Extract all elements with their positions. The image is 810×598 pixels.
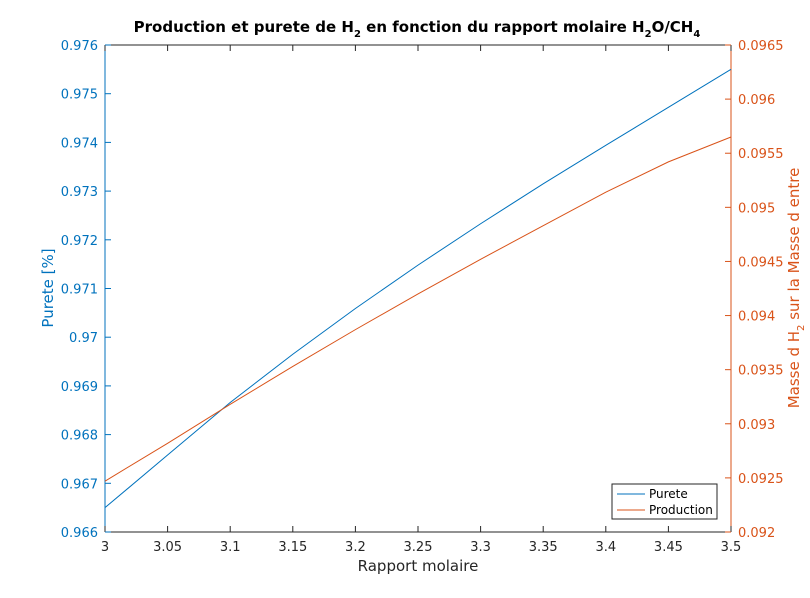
x-tick-label: 3.05 — [153, 540, 182, 555]
y-right-tick-label: 0.0955 — [738, 147, 784, 162]
y-left-tick-label: 0.975 — [61, 88, 98, 103]
x-tick-label: 3.5 — [721, 540, 742, 555]
y-left-tick-label: 0.976 — [61, 39, 98, 54]
x-tick-label: 3.1 — [220, 540, 241, 555]
y-right-tick-label: 0.0935 — [738, 364, 784, 379]
y-left-tick-label: 0.969 — [61, 380, 98, 395]
chart-title: Production et purete de H2 en fonction d… — [134, 18, 701, 40]
x-tick-label: 3 — [101, 540, 109, 555]
y-left-tick-label: 0.972 — [61, 234, 98, 249]
y-left-tick-label: 0.967 — [61, 477, 98, 492]
y-left-ticks: 0.966 0.967 0.968 0.969 0.97 0.971 0.972 0.973 0… — [61, 39, 111, 541]
y-right-tick-label: 0.096 — [738, 93, 775, 108]
y-left-tick-label: 0.966 — [61, 526, 98, 541]
x-ticks: 3 3.05 3.1 3.15 3.2 3.25 3.3 3.35 3.4 3.45 3.5 — [101, 45, 741, 555]
legend-label-production: Production — [649, 503, 713, 517]
x-axis-label: Rapport molaire — [358, 557, 479, 575]
x-tick-label: 3.45 — [654, 540, 683, 555]
x-tick-label: 3.2 — [345, 540, 366, 555]
y-left-tick-label: 0.971 — [61, 283, 98, 298]
x-tick-label: 3.25 — [404, 540, 433, 555]
y-left-tick-label: 0.974 — [61, 136, 98, 151]
x-tick-label: 3.15 — [278, 540, 307, 555]
plot-area — [104, 44, 732, 533]
y-left-axis-label: Purete [%] — [39, 248, 57, 327]
y-right-ticks: 0.092 0.0925 0.093 0.0935 0.094 0.0945 0.095 0.… — [725, 39, 784, 541]
legend: Purete Production — [611, 483, 718, 520]
y-right-tick-label: 0.095 — [738, 201, 775, 216]
y-right-axis-label: Masse d H2 sur la Masse d entre — [785, 168, 807, 409]
y-right-tick-label: 0.0925 — [738, 472, 784, 487]
series-line-purete — [104, 68, 732, 509]
y-right-tick-label: 0.0965 — [738, 39, 784, 54]
legend-label-purete: Purete — [649, 487, 688, 501]
y-right-tick-label: 0.0945 — [738, 255, 784, 270]
y-left-tick-label: 0.97 — [69, 331, 98, 346]
x-tick-label: 3.4 — [595, 540, 616, 555]
y-right-tick-label: 0.094 — [738, 310, 775, 325]
y-right-tick-label: 0.092 — [738, 526, 775, 541]
x-tick-label: 3.35 — [529, 540, 558, 555]
y-left-tick-label: 0.973 — [61, 185, 98, 200]
legend-box — [611, 483, 718, 520]
series-layer — [104, 68, 732, 509]
y-left-tick-label: 0.968 — [61, 429, 98, 444]
series-line-production — [104, 136, 732, 482]
x-tick-label: 3.3 — [470, 540, 491, 555]
y-right-tick-label: 0.093 — [738, 418, 775, 433]
